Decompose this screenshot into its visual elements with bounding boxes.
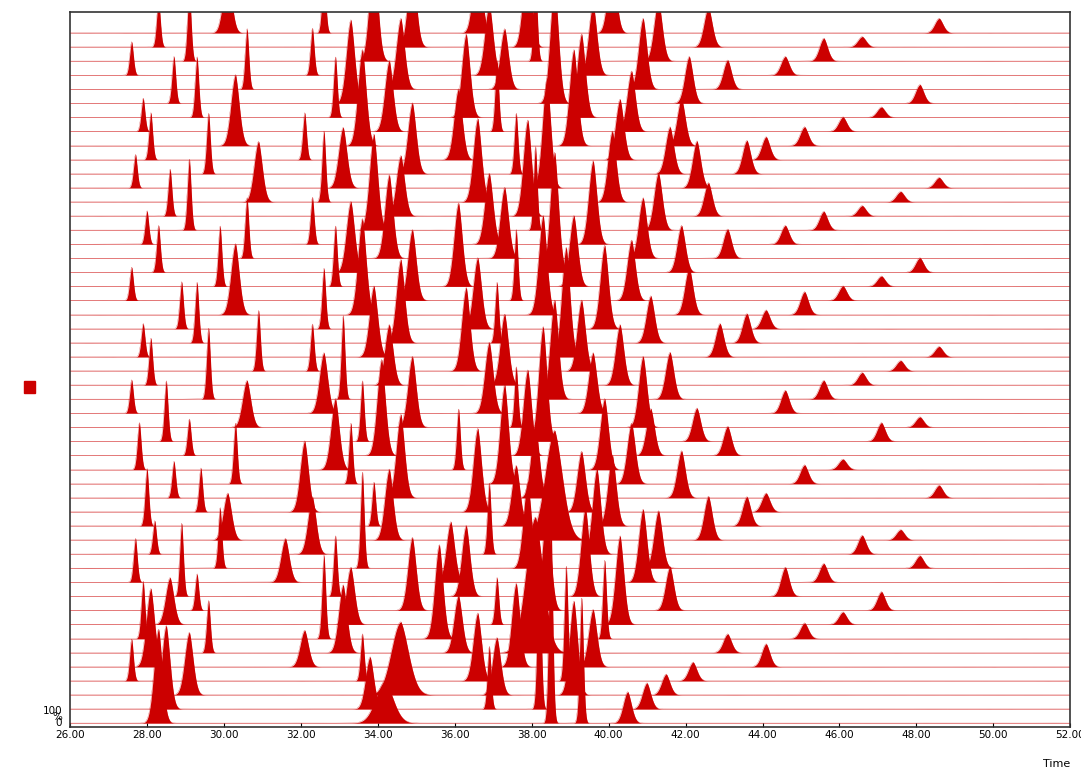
- Text: %: %: [52, 712, 63, 722]
- Text: 0: 0: [56, 718, 63, 728]
- Text: 100: 100: [42, 706, 63, 716]
- Text: Time: Time: [1043, 759, 1070, 769]
